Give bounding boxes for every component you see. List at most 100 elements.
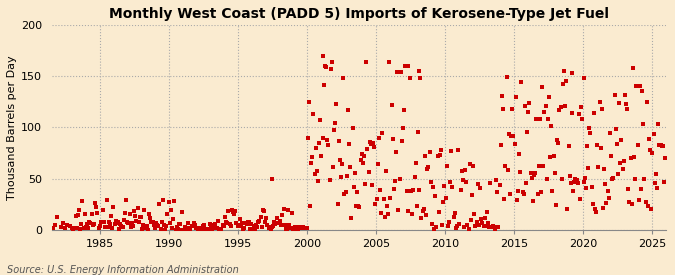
Point [358, 153, 369, 158]
Point [126, 225, 136, 230]
Point [458, 225, 469, 229]
Point [288, 226, 299, 230]
Point [361, 60, 372, 64]
Point [171, 225, 182, 229]
Point [471, 220, 482, 224]
Point [412, 130, 423, 134]
Point [340, 190, 351, 194]
Point [147, 220, 158, 224]
Point [659, 180, 670, 185]
Point [522, 130, 533, 134]
Point [214, 227, 225, 231]
Point [566, 71, 577, 75]
Point [535, 189, 546, 194]
Point [651, 172, 661, 177]
Point [645, 147, 655, 152]
Point [49, 222, 60, 227]
Point [416, 215, 427, 220]
Point [113, 220, 124, 224]
Point [520, 104, 531, 109]
Point [386, 102, 397, 107]
Point [178, 227, 189, 232]
Point [443, 219, 454, 224]
Point [389, 186, 400, 191]
Point [494, 183, 505, 188]
Point [353, 204, 364, 208]
Point [504, 192, 515, 196]
Point [240, 221, 251, 226]
Point [644, 137, 655, 142]
Point [373, 136, 384, 140]
Point [163, 200, 174, 205]
Point [618, 159, 629, 164]
Point [253, 219, 264, 224]
Point [95, 220, 106, 224]
Point [394, 177, 405, 182]
Point [226, 208, 237, 212]
Point [327, 60, 338, 64]
Point [414, 69, 425, 73]
Point [195, 226, 206, 230]
Point [335, 174, 346, 179]
Point [82, 222, 92, 226]
Point [418, 207, 429, 211]
Point [538, 164, 549, 168]
Point [57, 220, 68, 225]
Point [203, 227, 214, 232]
Point [375, 188, 385, 193]
Point [450, 211, 460, 215]
Point [435, 148, 446, 152]
Point [636, 187, 647, 191]
Point [371, 197, 382, 201]
Point [72, 226, 82, 231]
Point [396, 70, 406, 74]
Point [254, 219, 265, 223]
Point [578, 76, 589, 80]
Point [293, 227, 304, 232]
Point [617, 167, 628, 172]
Point [118, 218, 129, 222]
Point [516, 80, 527, 85]
Point [173, 221, 184, 226]
Point [311, 169, 322, 173]
Point [192, 226, 202, 230]
Point [469, 212, 480, 216]
Point [570, 177, 581, 182]
Point [564, 174, 575, 179]
Point [325, 67, 336, 72]
Point [62, 222, 73, 227]
Point [260, 220, 271, 224]
Point [256, 225, 267, 230]
Point [461, 180, 472, 184]
Point [97, 220, 107, 224]
Point [345, 165, 356, 170]
Point [597, 206, 608, 210]
Point [145, 216, 156, 221]
Point [78, 226, 89, 230]
Point [566, 181, 576, 186]
Point [609, 93, 620, 97]
Point [302, 136, 313, 141]
Point [108, 205, 119, 209]
Point [151, 221, 161, 225]
Point [225, 224, 236, 229]
Point [247, 227, 258, 232]
Point [540, 104, 551, 108]
Point [75, 227, 86, 231]
Point [216, 227, 227, 232]
Point [330, 121, 341, 125]
Point [180, 226, 191, 231]
Point [579, 176, 590, 180]
Point [131, 219, 142, 223]
Point [90, 201, 101, 205]
Point [614, 101, 624, 106]
Point [219, 224, 230, 229]
Point [309, 172, 320, 176]
Point [327, 165, 338, 169]
Point [599, 167, 610, 172]
Point [91, 205, 102, 209]
Point [237, 220, 248, 225]
Point [263, 225, 274, 230]
Point [500, 164, 511, 169]
Point [657, 144, 668, 148]
